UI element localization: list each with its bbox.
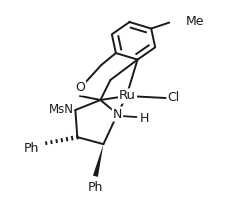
- Text: MsN: MsN: [49, 103, 74, 116]
- Text: N: N: [112, 107, 122, 121]
- Polygon shape: [92, 144, 103, 177]
- Text: O: O: [75, 81, 85, 95]
- Text: Ph: Ph: [87, 181, 103, 194]
- Text: Ru: Ru: [118, 89, 136, 102]
- Text: Ph: Ph: [24, 142, 39, 155]
- Text: Me: Me: [185, 15, 203, 28]
- Text: H: H: [139, 112, 148, 125]
- Text: Cl: Cl: [167, 92, 179, 104]
